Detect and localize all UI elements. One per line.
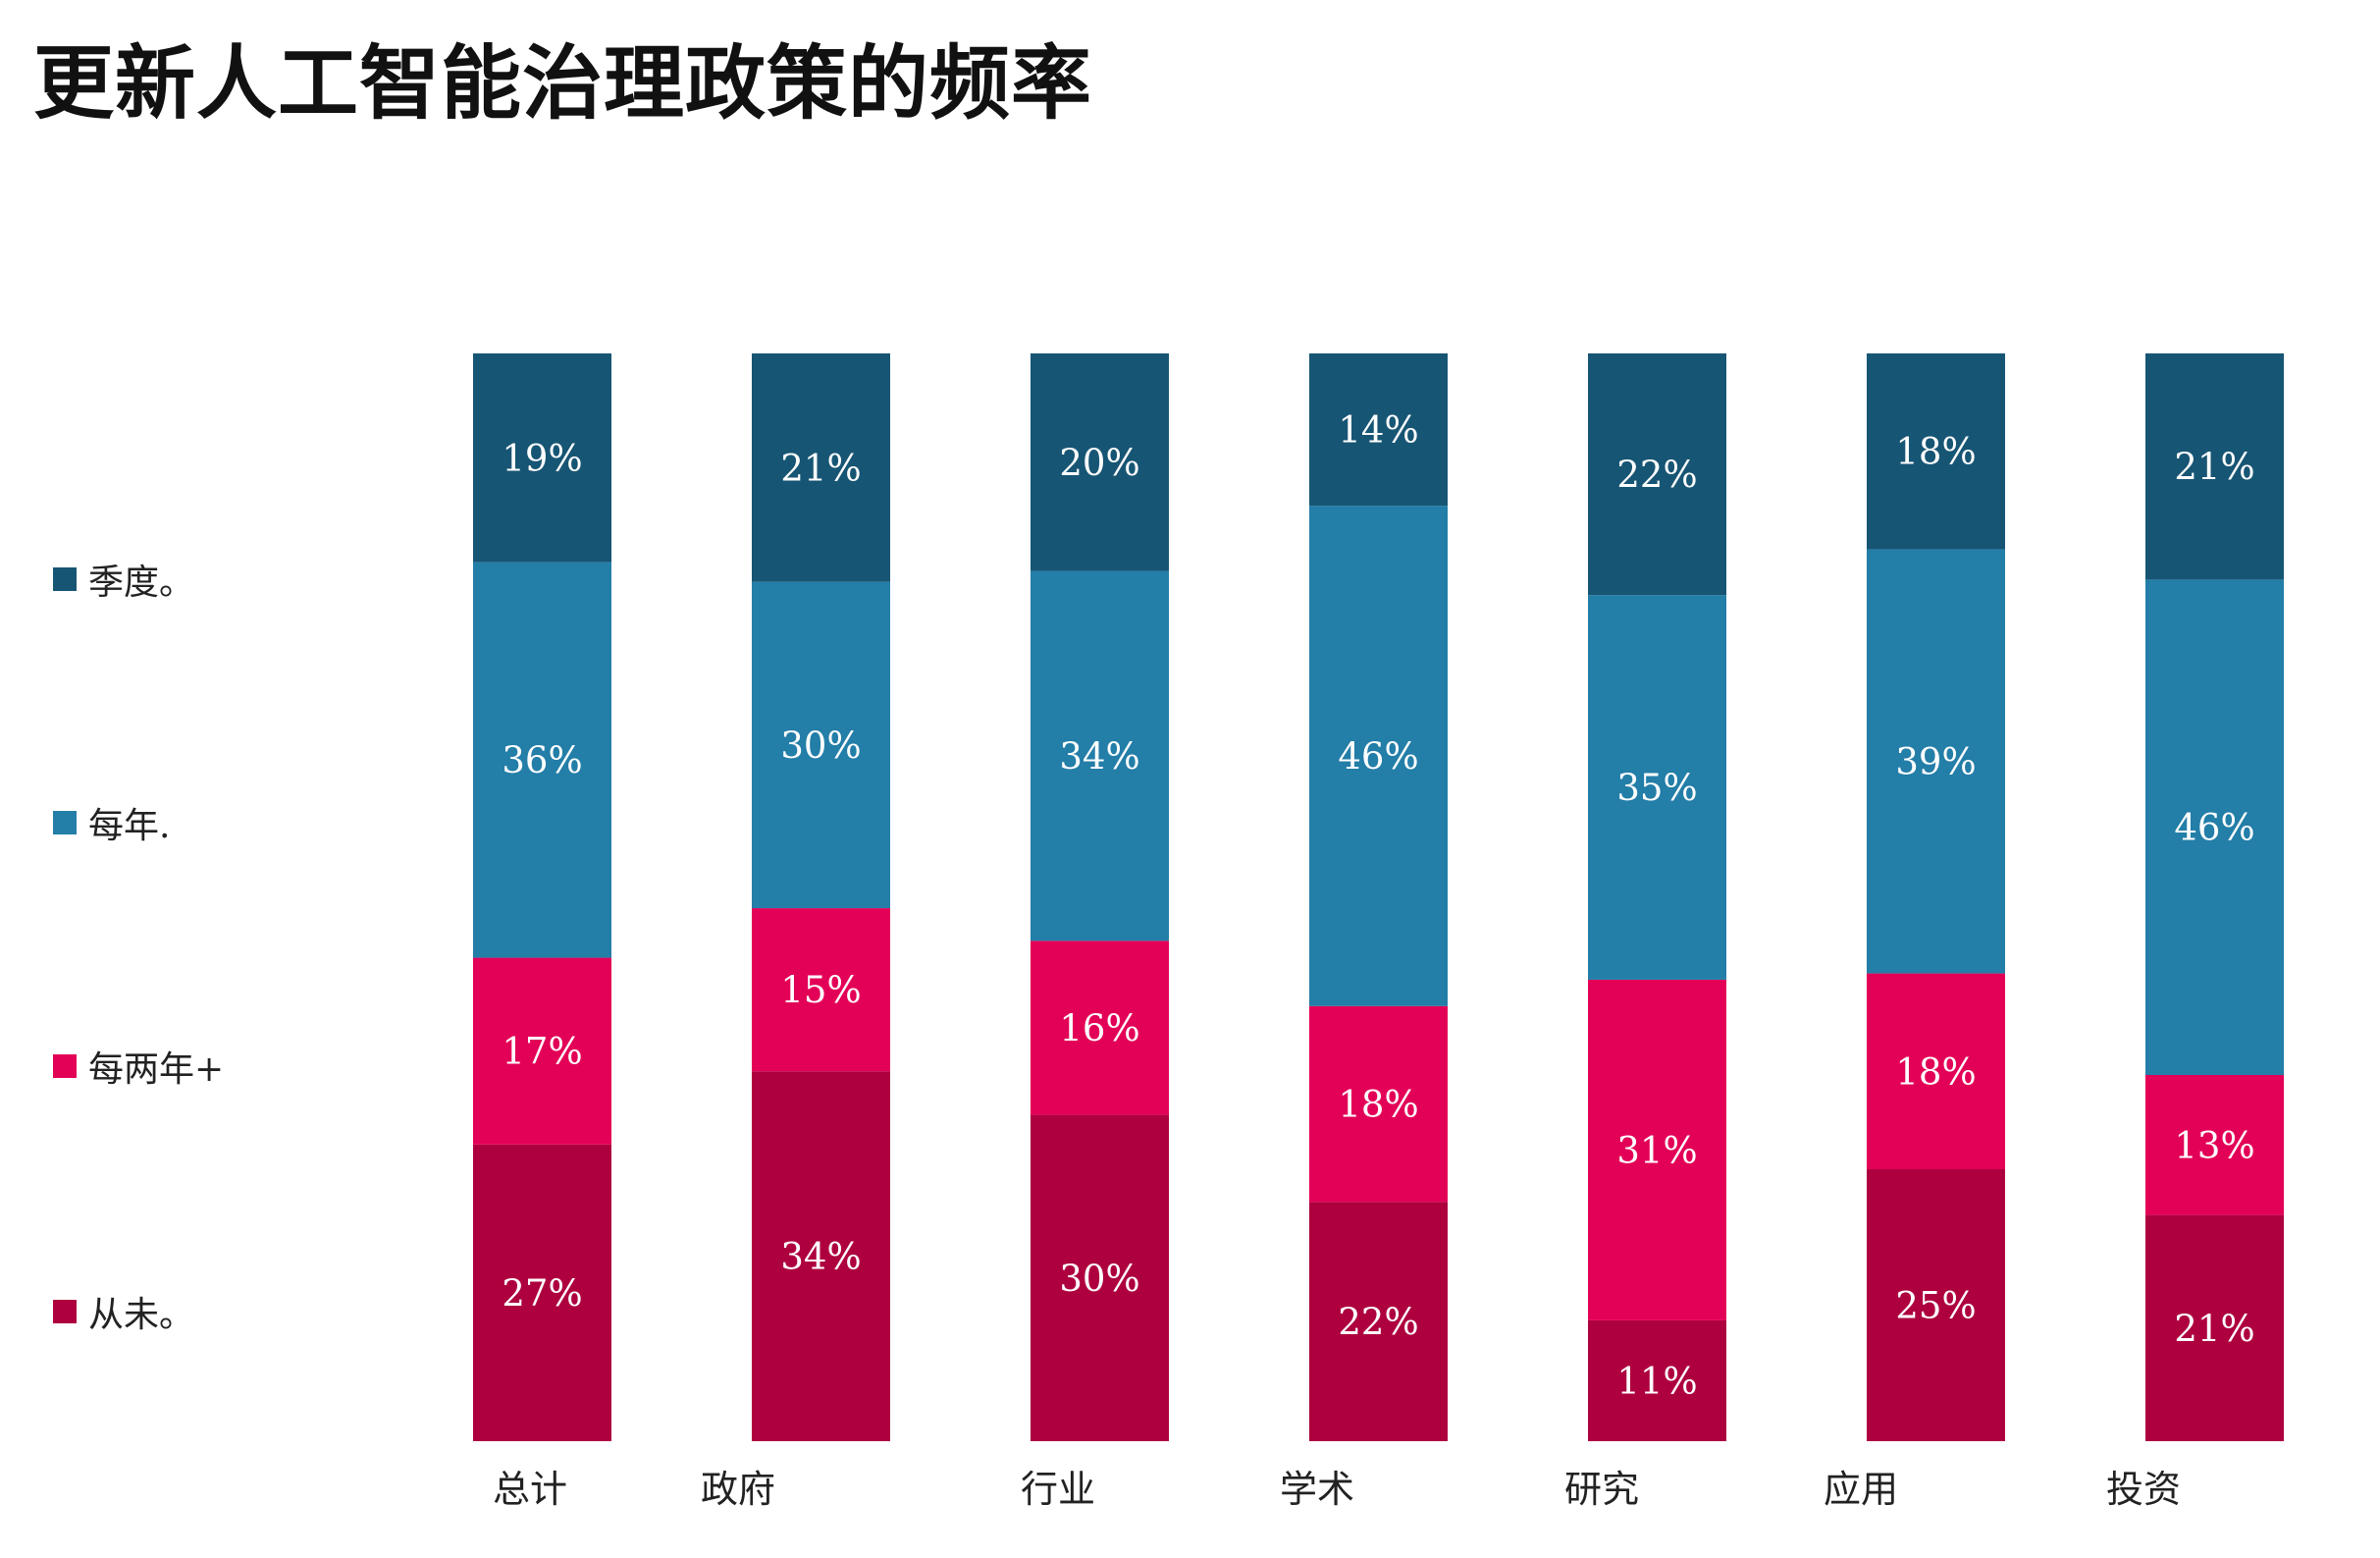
data-label: 34% bbox=[1059, 735, 1139, 778]
category-label: 行业 bbox=[1021, 1468, 1095, 1511]
data-label: 34% bbox=[780, 1236, 861, 1278]
legend-label: 每两年+ bbox=[88, 1049, 225, 1090]
data-label: 46% bbox=[2174, 807, 2254, 849]
bar-segment bbox=[2145, 579, 2284, 1076]
bar-segment bbox=[1588, 595, 1726, 980]
data-label: 11% bbox=[1616, 1360, 1697, 1402]
legend-item: 季度。 bbox=[53, 554, 194, 605]
bar-segment bbox=[1588, 979, 1726, 1320]
bar-segment bbox=[1309, 506, 1448, 1006]
legend-label: 从未。 bbox=[88, 1295, 195, 1335]
data-label: 46% bbox=[1338, 735, 1418, 778]
legend-swatch bbox=[53, 1300, 77, 1323]
data-label: 22% bbox=[1616, 454, 1697, 496]
data-label: 35% bbox=[1616, 767, 1697, 809]
data-label: 31% bbox=[1616, 1129, 1697, 1171]
data-label: 18% bbox=[1895, 1050, 1976, 1093]
bar-segment bbox=[1031, 940, 1169, 1115]
legend-label: 每年. bbox=[88, 806, 171, 846]
category-label: 政府 bbox=[701, 1468, 775, 1511]
data-label: 21% bbox=[2174, 446, 2254, 488]
legend-swatch bbox=[53, 567, 77, 591]
bar-segment bbox=[473, 957, 611, 1145]
data-label: 20% bbox=[1059, 442, 1139, 484]
legend-label: 季度。 bbox=[88, 563, 195, 603]
bar-segment bbox=[752, 1071, 890, 1441]
data-label: 13% bbox=[2174, 1124, 2254, 1166]
data-label: 18% bbox=[1338, 1084, 1418, 1126]
bar-segment bbox=[1031, 1114, 1169, 1441]
bar-segment bbox=[1031, 570, 1169, 941]
legend-swatch bbox=[53, 1054, 77, 1078]
bar-segment bbox=[1588, 1319, 1726, 1441]
chart-title: 更新人工智能治理政策的频率 bbox=[33, 37, 1093, 131]
bar-segment bbox=[2145, 353, 2284, 580]
bar-segment bbox=[752, 908, 890, 1072]
bar-segment bbox=[2145, 1075, 2284, 1215]
data-label: 16% bbox=[1059, 1007, 1139, 1049]
data-label: 27% bbox=[502, 1272, 582, 1315]
bar-segment bbox=[2145, 1214, 2284, 1441]
data-label: 19% bbox=[502, 437, 582, 479]
data-label: 21% bbox=[780, 447, 861, 489]
data-label: 18% bbox=[1895, 431, 1976, 473]
bar-segment bbox=[473, 562, 611, 958]
data-label: 36% bbox=[502, 739, 582, 781]
bar-segment bbox=[1867, 1169, 2005, 1441]
category-label: 投资 bbox=[2106, 1468, 2181, 1511]
bar-segment bbox=[473, 1144, 611, 1441]
bar-segment bbox=[1309, 1202, 1448, 1441]
category-label: 应用 bbox=[1824, 1468, 1898, 1511]
bar-segment bbox=[1867, 353, 2005, 550]
category-label: 学术 bbox=[1280, 1468, 1354, 1511]
data-label: 22% bbox=[1338, 1301, 1418, 1343]
legend-item: 每年. bbox=[53, 797, 170, 848]
data-label: 17% bbox=[502, 1031, 582, 1073]
legend-item: 从未。 bbox=[53, 1286, 194, 1337]
bar-segment bbox=[1867, 973, 2005, 1169]
data-label: 30% bbox=[1059, 1258, 1139, 1300]
bar-segment bbox=[752, 581, 890, 909]
legend-swatch bbox=[53, 811, 77, 834]
bar-segment bbox=[1588, 353, 1726, 596]
data-label: 15% bbox=[780, 969, 861, 1011]
category-label: 研究 bbox=[1564, 1468, 1639, 1511]
data-label: 21% bbox=[2174, 1308, 2254, 1350]
bar-segment bbox=[1867, 549, 2005, 974]
data-label: 14% bbox=[1338, 409, 1418, 452]
data-label: 25% bbox=[1895, 1285, 1976, 1327]
data-label: 30% bbox=[780, 725, 861, 767]
bar-segment bbox=[752, 353, 890, 582]
bar-segment bbox=[1309, 353, 1448, 507]
data-label: 39% bbox=[1895, 741, 1976, 783]
bar-segment bbox=[473, 353, 611, 563]
bar-segment bbox=[1309, 1005, 1448, 1203]
legend-item: 每两年+ bbox=[53, 1041, 224, 1092]
category-label: 总计 bbox=[493, 1468, 567, 1511]
bar-segment bbox=[1031, 353, 1169, 571]
